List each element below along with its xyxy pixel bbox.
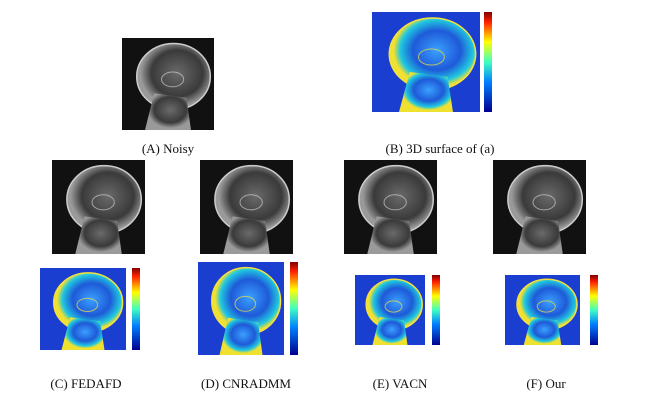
brain-core [76,297,99,312]
caption: (E) VACN [373,376,428,391]
neck [516,216,563,254]
caption: (A) Noisy [142,141,195,156]
neck [523,317,562,345]
brain-core [383,194,407,211]
neck [223,216,270,254]
neck [367,216,414,254]
caption: (D) CNRADMM [201,376,291,391]
brain-core [234,295,257,312]
brain-core [91,194,115,211]
images [40,12,598,355]
caption: (F) Our [526,376,566,391]
colorbar [484,12,492,112]
colorbar [590,275,598,345]
neck [61,317,105,350]
neck [75,216,122,254]
brain-core [239,194,263,211]
brain-core [536,300,556,313]
neck [219,317,263,355]
neck [145,93,191,130]
brain-core [532,194,556,211]
neck [372,317,408,345]
caption: (C) FEDAFD [50,376,121,391]
neck [399,72,453,112]
caption: (B) 3D surface of (a) [385,141,494,156]
colorbar [132,268,140,350]
colorbar [290,262,298,355]
brain-core [161,71,185,88]
brain-core [417,48,445,66]
brain-core [384,300,403,313]
colorbar [432,275,440,345]
